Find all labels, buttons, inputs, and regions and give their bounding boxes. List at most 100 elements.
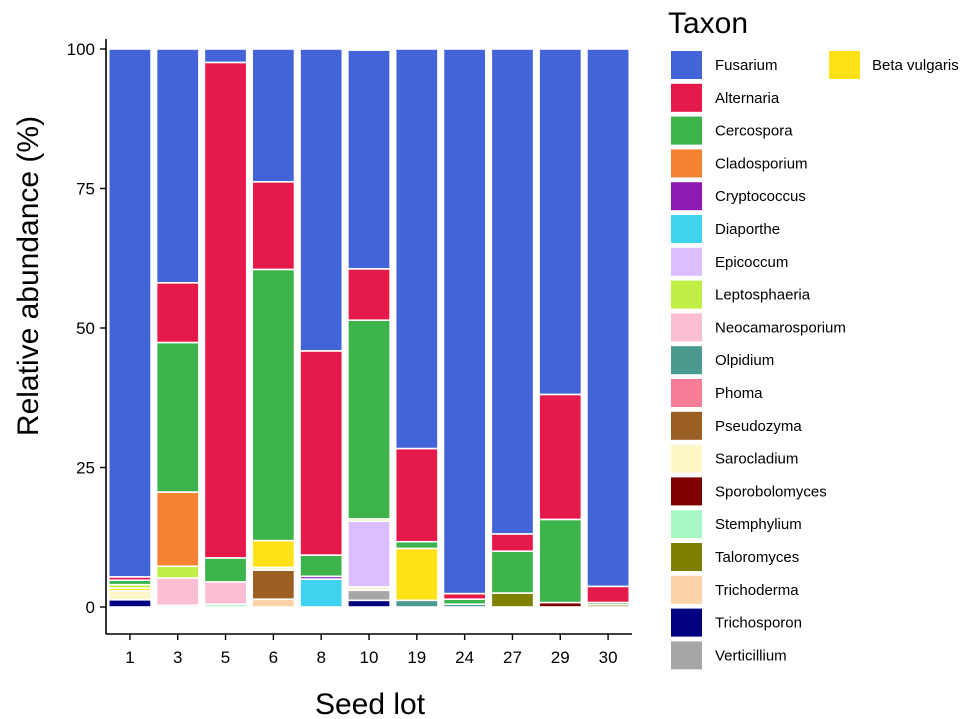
legend-swatch-taloromyces [671,543,702,571]
bar-segment-diaporthe-lot-8 [299,578,344,608]
legend-swatch-epicoccum [671,247,702,276]
legend-swatch-alternaria [671,83,702,112]
y-tick-label: 50 [76,319,95,338]
legend-label-epicoccum: Epicoccum [715,254,788,271]
bar-segment-fusarium-lot-27 [490,48,535,535]
legend-swatch-leptosphaeria [671,280,702,309]
bar-segment-cercospora-lot-27 [490,550,535,594]
bar-segment-olpidium-lot-19 [394,599,439,608]
legend-swatch-beta-vulgaris [829,51,860,79]
legend-swatch-diaporthe [671,215,702,243]
legend-label-olpidium: Olpidium [715,352,774,369]
x-tick-label: 8 [316,648,325,667]
bar-segment-cercospora-lot-19 [394,540,439,550]
legend: Fusarium Alternaria Cercospora Cladosporium… [671,51,959,670]
bar-segment-alternaria-lot-30 [586,585,631,604]
bar-segment-fusarium-lot-29 [538,48,583,396]
axes-group: 0 25 50 75 100 1 3 5 6 8 10 19 24 27 29 30 [67,39,632,667]
y-axis-title: Relative abundance (%) [12,116,45,436]
bar-segment-alternaria-lot-8 [299,350,344,556]
bar-segment-alternaria-lot-3 [155,281,200,344]
legend-label-trichoderma: Trichoderma [715,582,799,599]
bar-segment-epicoccum-lot-10 [347,520,391,588]
x-tick-label: 30 [599,648,618,667]
legend-label-phoma: Phoma [715,385,763,402]
bar-segment-alternaria-lot-10 [347,268,391,321]
bar-segment-fusarium-lot-1 [107,48,152,578]
legend-swatch-olpidium [671,346,702,375]
legend-swatch-cladosporium [671,149,702,178]
x-tick-label: 29 [551,648,570,667]
x-tick-label: 24 [455,648,474,667]
bar-segment-beta-vulgaris-lot-6 [251,539,296,569]
legend-swatch-pseudozyma [671,411,702,440]
legend-swatch-sarocladium [671,444,702,473]
legend-label-cercospora: Cercospora [715,123,793,140]
bar-segment-sarocladium-lot-1 [107,590,152,601]
bar-segment-neocamarosporium-lot-3 [155,577,200,607]
y-tick-label: 0 [86,598,95,617]
legend-label-leptosphaeria: Leptosphaeria [715,287,811,304]
legend-swatch-stemphylium [671,510,702,539]
legend-label-cryptococcus: Cryptococcus [715,188,806,205]
bar-segment-cercospora-lot-6 [251,268,296,542]
bar-segment-fusarium-lot-3 [155,48,200,284]
bar-segment-alternaria-lot-19 [394,447,439,543]
legend-label-fusarium: Fusarium [715,57,778,74]
legend-label-alternaria: Alternaria [715,90,780,107]
legend-swatch-fusarium [671,51,702,79]
x-tick-label: 5 [221,648,230,667]
bar-segment-cercospora-lot-8 [299,554,344,578]
x-tick-label: 19 [407,648,426,667]
x-tick-label: 3 [173,648,182,667]
legend-label-taloromyces: Taloromyces [715,549,799,566]
legend-swatch-trichosporon [671,608,702,637]
bar-segment-alternaria-lot-6 [251,181,296,271]
bar-segment-fusarium-lot-8 [299,48,344,352]
bar-segment-alternaria-lot-29 [538,393,583,521]
legend-swatch-neocamarosporium [671,313,702,342]
legend-label-cladosporium: Cladosporium [715,155,808,172]
legend-swatch-verticillium [671,641,702,670]
bar-segment-leptosphaeria-lot-3 [155,565,200,579]
legend-label-beta-vulgaris: Beta vulgaris [872,57,959,74]
y-tick-label: 75 [76,180,95,199]
legend-title: Taxon [668,7,748,40]
y-tick-label: 25 [76,459,95,478]
bar-segment-fusarium-lot-19 [394,48,439,450]
bars-group [107,48,631,608]
bar-segment-taloromyces-lot-27 [490,592,535,608]
bar-segment-fusarium-lot-30 [586,48,631,588]
bar-segment-cercospora-lot-3 [155,341,200,493]
x-tick-label: 10 [360,648,379,667]
x-tick-label: 1 [125,648,134,667]
bar-segment-cercospora-lot-5 [203,557,248,583]
y-tick-label: 100 [67,40,95,59]
bar-segment-alternaria-lot-27 [490,533,535,553]
legend-label-sarocladium: Sarocladium [715,451,798,468]
bar-segment-beta-vulgaris-lot-19 [394,547,439,602]
legend-label-pseudozyma: Pseudozyma [715,418,802,435]
legend-label-diaporthe: Diaporthe [715,221,780,238]
bar-segment-trichosporon-lot-10 [347,599,391,608]
legend-swatch-trichoderma [671,575,702,604]
bar-segment-cladosporium-lot-3 [155,491,200,568]
x-axis-title: Seed lot [315,688,426,719]
x-tick-label: 27 [503,648,522,667]
bar-segment-pseudozyma-lot-6 [251,569,296,600]
bar-segment-trichoderma-lot-6 [251,598,296,608]
bar-segment-alternaria-lot-24 [442,592,487,600]
bar-segment-cercospora-lot-29 [538,518,583,604]
bar-segment-verticillium-lot-10 [347,589,391,602]
legend-swatch-cercospora [671,116,702,145]
bar-segment-fusarium-lot-6 [251,48,296,183]
bar-segment-neocamarosporium-lot-5 [203,581,248,606]
bar-segment-fusarium-lot-5 [203,48,248,64]
bar-segment-trichosporon-lot-1 [107,598,152,608]
legend-label-stemphylium: Stemphylium [715,516,802,533]
legend-label-verticillium: Verticillium [715,647,787,664]
legend-swatch-phoma [671,379,702,407]
legend-label-sporobolomyces: Sporobolomyces [715,483,827,500]
legend-label-trichosporon: Trichosporon [715,615,802,632]
